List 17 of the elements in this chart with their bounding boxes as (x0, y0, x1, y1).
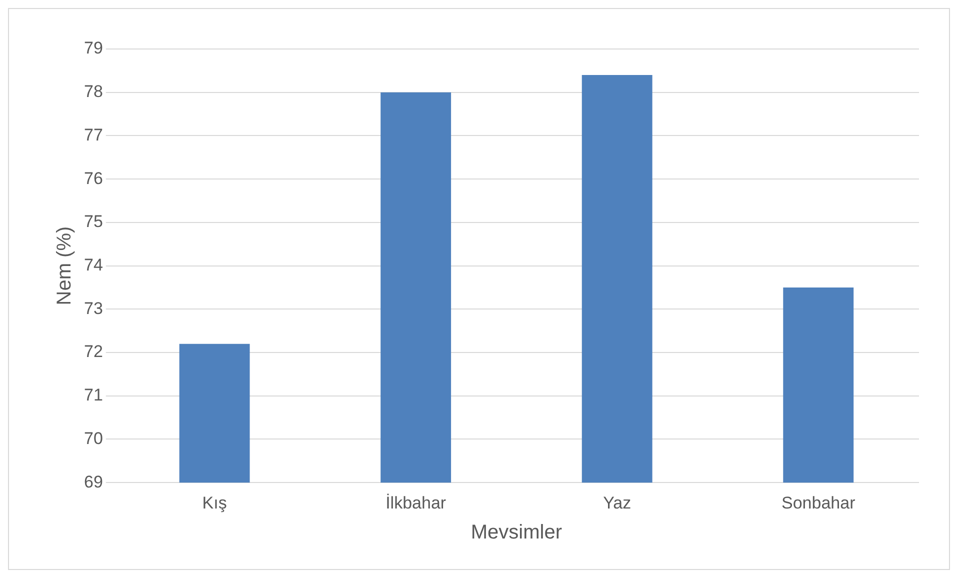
y-tick-label: 76 (84, 168, 103, 188)
x-tick-label: Yaz (603, 493, 632, 512)
y-tick-label: 70 (84, 428, 103, 448)
y-axis-title: Nem (%) (54, 226, 76, 306)
x-axis-title: Mevsimler (470, 522, 562, 544)
y-tick-label: 75 (84, 212, 103, 232)
y-tick-label: 71 (84, 386, 103, 405)
y-tick-label: 73 (84, 298, 103, 318)
y-tick-label: 72 (84, 342, 103, 362)
y-tick-label: 74 (84, 255, 103, 274)
x-tick-label: Sonbahar (781, 493, 856, 512)
x-tick-label: Kış (202, 493, 227, 512)
y-tick-label: 78 (84, 82, 103, 102)
y-tick-label: 77 (84, 125, 103, 144)
x-tick-label: İlkbahar (386, 493, 446, 512)
y-tick-label: 69 (84, 472, 103, 492)
y-tick-label: 79 (84, 38, 103, 58)
